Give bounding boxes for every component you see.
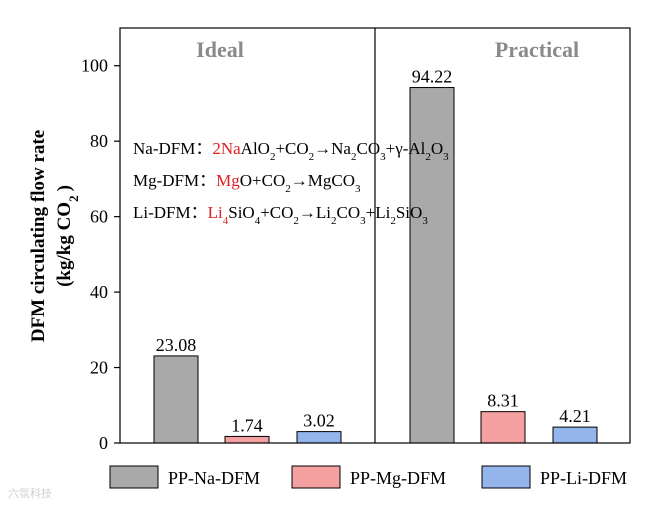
- data-label: 1.74: [231, 415, 263, 435]
- panel-title-ideal: Ideal: [196, 37, 244, 62]
- legend: PP-Na-DFM PP-Mg-DFM PP-Li-DFM: [109, 465, 627, 489]
- y-tick-label: 0: [99, 433, 108, 453]
- bar-practical-pp-mg-dfm: [480, 411, 526, 444]
- y-axis-label-line2: (kg/kg CO2): [54, 185, 81, 287]
- watermark: 六氛科技: [8, 486, 52, 500]
- data-label: 3.02: [303, 411, 335, 431]
- legend-swatch: [291, 465, 341, 489]
- legend-label: PP-Mg-DFM: [350, 468, 446, 488]
- y-tick-label: 40: [90, 282, 108, 302]
- reaction-line: Li-DFM：Li4SiO4+CO2→Li2CO3+Li2SiO3: [133, 203, 428, 227]
- y-tick-label: 100: [81, 56, 108, 76]
- y-tick-label: 20: [90, 358, 108, 378]
- legend-label: PP-Li-DFM: [540, 468, 627, 488]
- legend-swatch: [109, 465, 159, 489]
- bar-ideal-pp-li-dfm: [296, 431, 342, 444]
- bar-ideal-pp-na-dfm: [153, 355, 199, 444]
- data-label: 8.31: [487, 391, 519, 411]
- y-tick-label: 80: [90, 131, 108, 151]
- data-label: 4.21: [559, 406, 591, 426]
- data-label: 23.08: [156, 335, 197, 355]
- bar-ideal-pp-mg-dfm: [224, 435, 270, 444]
- legend-label: PP-Na-DFM: [168, 468, 260, 488]
- bar-practical-pp-li-dfm: [552, 426, 598, 444]
- reaction-line: Mg-DFM：MgO+CO2→MgCO3: [133, 171, 361, 195]
- y-axis-label-line1: DFM circulating flow rate: [28, 130, 49, 342]
- reaction-annotations: Na-DFM：2NaAlO2+CO2→Na2CO3+γ-Al2O3 Mg-DFM：…: [133, 139, 449, 227]
- data-label: 94.22: [412, 67, 453, 87]
- y-tick-label: 60: [90, 207, 108, 227]
- panel-title-practical: Practical: [495, 37, 579, 62]
- reaction-line: Na-DFM：2NaAlO2+CO2→Na2CO3+γ-Al2O3: [133, 139, 449, 163]
- legend-swatch: [481, 465, 531, 489]
- bar-practical-pp-na-dfm: [409, 87, 455, 444]
- y-axis: 0 20 40 60 80 100: [81, 56, 120, 453]
